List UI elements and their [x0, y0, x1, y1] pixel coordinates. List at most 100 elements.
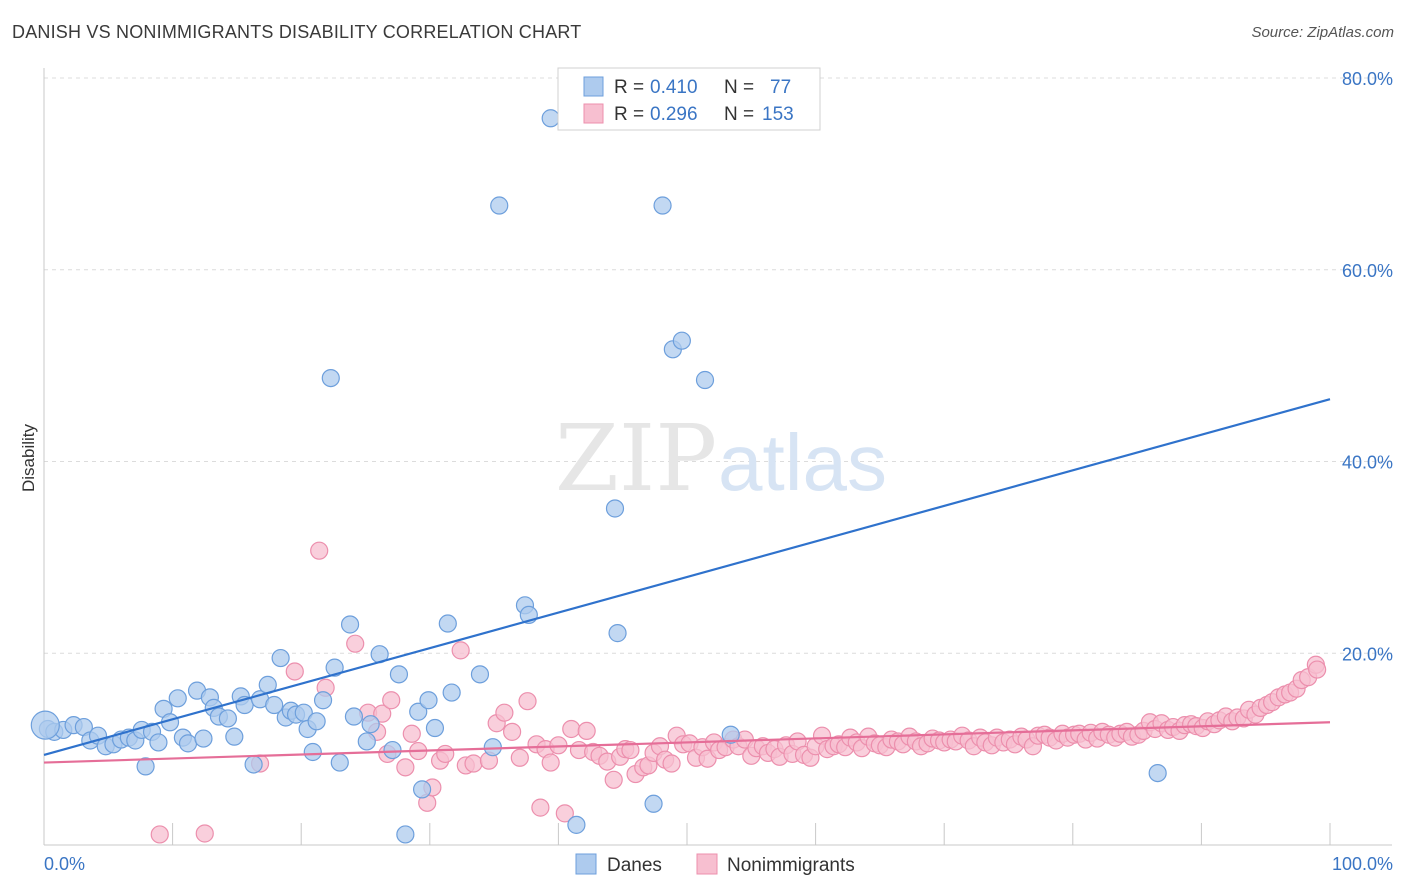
- nonimmigrants-point: [464, 754, 483, 773]
- x-tick-label: 0.0%: [44, 854, 85, 874]
- chart-title: DANISH VS NONIMMIGRANTS DISABILITY CORRE…: [12, 22, 582, 42]
- legend-swatch-nonimmigrants: [583, 103, 604, 124]
- legend-n-label-danes: N =: [724, 77, 754, 98]
- x-tick-label: 100.0%: [1332, 854, 1393, 874]
- danes-point: [721, 725, 740, 744]
- nonimmigrants-point: [503, 722, 522, 741]
- nonimmigrants-point: [402, 724, 421, 743]
- nonimmigrants-point: [518, 692, 537, 711]
- legend-box: R = 0.410 N = 77 R = 0.296 N = 153: [557, 67, 821, 131]
- danes-point: [168, 689, 187, 708]
- legend-r-label-danes: R =: [614, 77, 644, 98]
- danes-point: [653, 196, 672, 215]
- nonimmigrants-point: [396, 758, 415, 777]
- danes-point: [490, 196, 509, 215]
- danes-point: [136, 757, 155, 776]
- danes-point: [330, 753, 349, 772]
- nonimmigrants-point: [451, 641, 470, 660]
- legend-r-value-nonimmigrants: 0.296: [650, 104, 698, 125]
- danes-point: [325, 658, 344, 677]
- legend-n-value-nonimmigrants: 153: [762, 104, 794, 125]
- grid-layer: [44, 77, 1392, 654]
- danes-point: [344, 707, 364, 726]
- danes-point: [605, 499, 625, 518]
- danes-point: [178, 734, 198, 753]
- danes-point: [361, 715, 380, 734]
- legend-r-value-danes: 0.410: [650, 77, 698, 98]
- danes-point: [695, 370, 715, 390]
- danes-point: [357, 732, 376, 751]
- source-credit: Source: ZipAtlas.com: [1251, 24, 1394, 41]
- nonimmigrants-point: [621, 740, 640, 760]
- nonimmigrants-trend-line: [43, 721, 1331, 764]
- y-tick-label: 40.0%: [1342, 453, 1393, 473]
- y-tick-label: 20.0%: [1342, 644, 1393, 664]
- danes-point: [30, 710, 60, 740]
- nonimmigrants-point: [150, 825, 169, 844]
- nonimmigrants-point: [1308, 660, 1327, 679]
- nonimmigrants-point: [531, 798, 550, 817]
- danes-point: [307, 712, 326, 731]
- legend-r-label-nonimmigrants: R =: [614, 104, 644, 125]
- nonimmigrants-point: [346, 634, 365, 653]
- danes-point: [608, 624, 627, 643]
- y-axis-label: Disability: [19, 423, 38, 492]
- bottom-legend: Danes Nonimmigrants: [575, 853, 855, 876]
- nonimmigrants-point: [195, 824, 214, 843]
- danes-point: [149, 733, 168, 752]
- nonimmigrants-point: [541, 753, 560, 772]
- danes-trend-line: [43, 398, 1331, 756]
- axis-layer: 20.0% 40.0% 60.0% 80.0% 0.0% 100.0%: [43, 68, 1393, 874]
- danes-point: [1148, 763, 1167, 783]
- bottom-legend-label-danes: Danes: [607, 855, 662, 876]
- bottom-legend-swatch-danes: [575, 853, 597, 875]
- danes-point: [271, 648, 290, 668]
- nonimmigrants-point: [562, 719, 581, 739]
- danes-point: [442, 683, 461, 702]
- watermark: ZIP atlas: [555, 405, 887, 512]
- nonimmigrants-point: [510, 748, 529, 767]
- nonimmigrants-points: [150, 541, 1327, 844]
- y-tick-label: 60.0%: [1342, 261, 1393, 281]
- trend-lines: [43, 398, 1331, 764]
- watermark-zip: ZIP: [555, 405, 717, 512]
- danes-point: [218, 709, 237, 728]
- legend-n-label-nonimmigrants: N =: [724, 104, 754, 125]
- danes-point: [425, 718, 445, 738]
- watermark-atlas: atlas: [718, 418, 887, 507]
- danes-point: [321, 368, 340, 388]
- danes-point: [409, 702, 428, 721]
- nonimmigrants-point: [285, 662, 304, 681]
- nonimmigrants-point: [382, 691, 401, 710]
- bottom-legend-swatch-nonimmigrants: [696, 853, 718, 875]
- danes-point: [644, 794, 663, 813]
- nonimmigrants-point: [310, 541, 329, 560]
- danes-point: [265, 695, 284, 715]
- danes-point: [194, 729, 213, 748]
- danes-point: [313, 691, 333, 710]
- nonimmigrants-point: [436, 744, 455, 764]
- nonimmigrants-point: [495, 703, 514, 722]
- danes-point: [396, 825, 415, 844]
- danes-point: [567, 815, 586, 834]
- danes-point: [389, 665, 409, 684]
- danes-point: [541, 109, 560, 128]
- danes-point: [340, 615, 360, 634]
- danes-point: [470, 665, 490, 684]
- danes-point: [244, 755, 263, 774]
- nonimmigrants-point: [373, 704, 392, 723]
- danes-point: [438, 614, 457, 633]
- nonimmigrants-point: [577, 721, 596, 741]
- bottom-legend-label-nonimmigrants: Nonimmigrants: [727, 855, 855, 876]
- nonimmigrants-point: [555, 804, 574, 823]
- danes-point: [225, 727, 244, 746]
- legend-swatch-danes: [583, 76, 604, 97]
- legend-n-value-danes: 77: [770, 77, 791, 98]
- y-tick-label: 80.0%: [1342, 69, 1393, 89]
- nonimmigrants-point: [604, 770, 623, 789]
- danes-point: [412, 780, 432, 799]
- danes-point: [419, 691, 438, 710]
- danes-point: [303, 742, 322, 762]
- danes-point: [672, 331, 691, 350]
